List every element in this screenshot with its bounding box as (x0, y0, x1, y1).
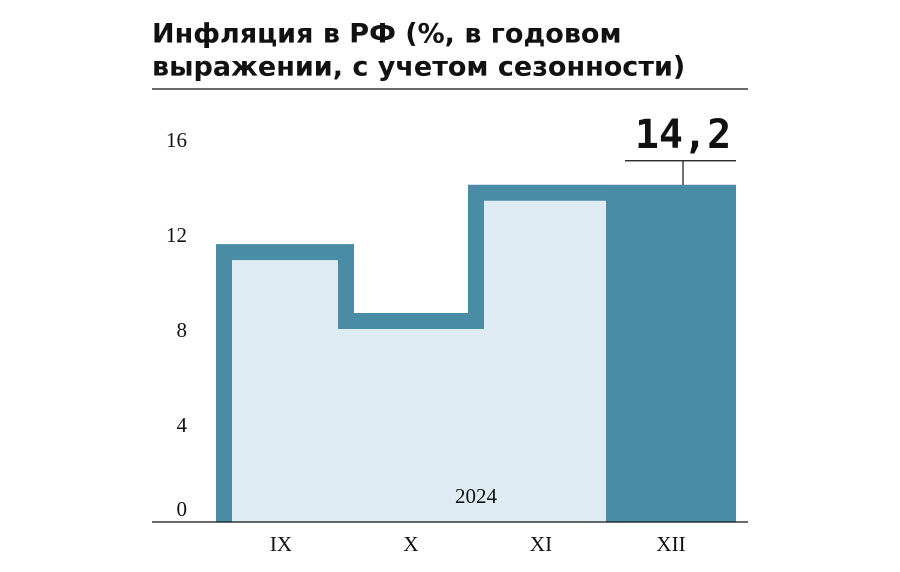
y-tick-label: 12 (166, 223, 187, 247)
bar (216, 244, 346, 522)
annotation: 2024 (455, 484, 498, 508)
y-tick-label: 16 (166, 128, 187, 152)
step-outline (216, 184, 606, 522)
y-tick-label: 0 (177, 497, 188, 521)
bar (346, 313, 476, 522)
chart-title-line: Инфляция в РФ (%, в годовом (152, 19, 622, 50)
y-tick-label: 4 (177, 413, 188, 437)
x-tick-label: X (403, 532, 418, 556)
x-tick-label: IX (270, 532, 292, 556)
x-tick-label: XII (656, 532, 685, 556)
chart-title-line: выражении, с учетом сезонности) (152, 52, 685, 83)
x-tick-label: XI (530, 532, 552, 556)
value-label: 14,2 (635, 112, 731, 158)
bar (606, 184, 736, 522)
bar (476, 184, 606, 522)
y-tick-label: 8 (177, 318, 188, 342)
